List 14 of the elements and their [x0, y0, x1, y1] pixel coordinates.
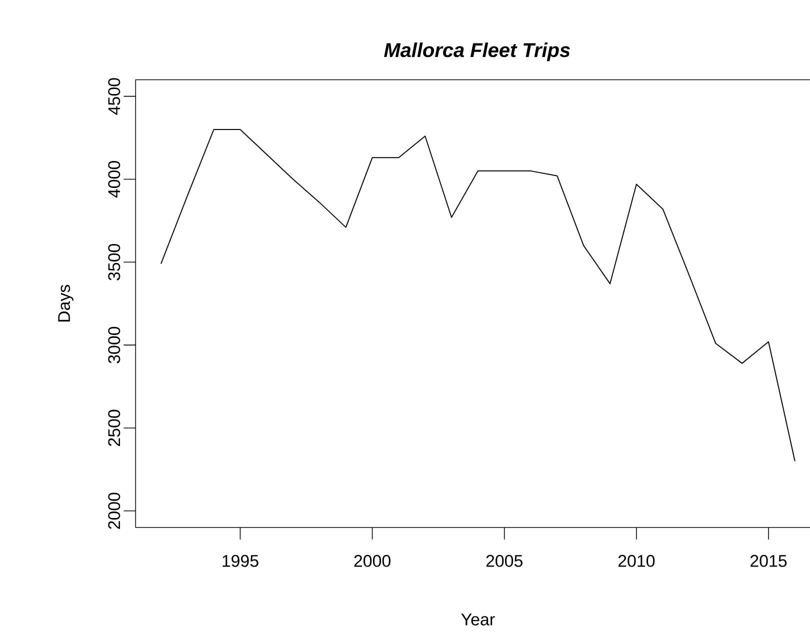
y-tick-label: 3500	[108, 244, 120, 280]
y-tick-label: 2000	[108, 492, 120, 529]
x-tick-label: 2000	[354, 555, 390, 568]
x-tick-label: 2010	[618, 555, 655, 568]
x-tick-label: 2005	[486, 555, 522, 568]
chart-title: Mallorca Fleet Trips	[384, 42, 570, 62]
x-axis-title: Year	[461, 614, 495, 626]
y-tick-label: 3000	[108, 326, 120, 364]
y-axis-title: Days	[58, 285, 74, 322]
y-tick-label: 2500	[108, 410, 120, 446]
x-tick-label: 2015	[750, 555, 787, 568]
y-tick-label: 4000	[108, 161, 120, 198]
x-tick-label: 1995	[222, 555, 258, 568]
y-tick-label: 4500	[108, 78, 120, 115]
